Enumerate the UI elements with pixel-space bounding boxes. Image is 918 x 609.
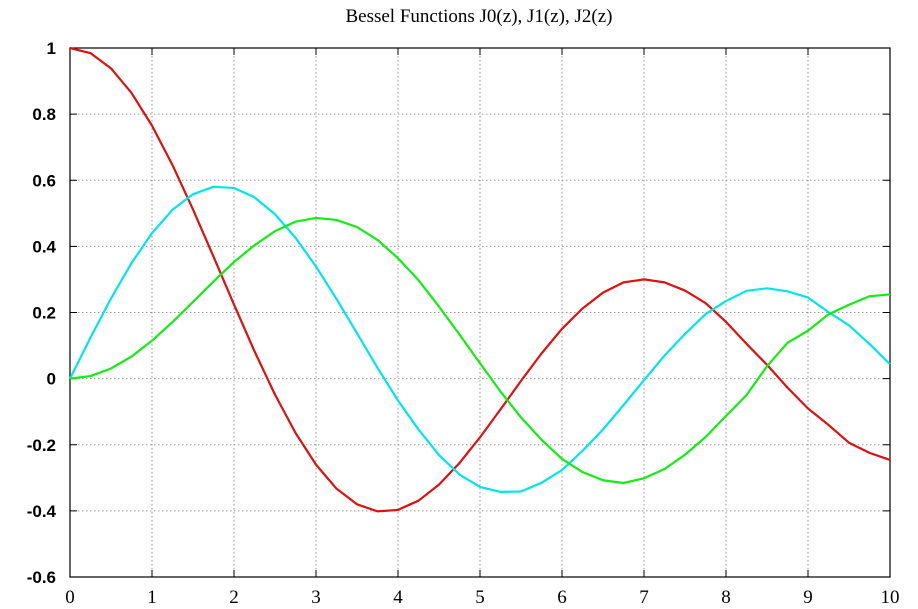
- x-tick-label: 0: [65, 587, 75, 608]
- series-line-2: [69, 185, 891, 493]
- x-tick-label: 6: [557, 587, 567, 608]
- y-tick-label: -0.2: [27, 436, 56, 455]
- x-tick-label: 7: [639, 587, 649, 608]
- y-tick-label: 0.2: [32, 304, 56, 323]
- x-tick-label: 8: [721, 587, 731, 608]
- series-line-1: [69, 46, 891, 513]
- chart-title: Bessel Functions J0(z), J1(z), J2(z): [345, 6, 613, 27]
- x-tick-label: 2: [229, 587, 239, 608]
- series-line-3: [69, 216, 891, 485]
- y-tick-label: 0.4: [32, 237, 56, 256]
- y-tick-label: -0.4: [27, 502, 57, 521]
- x-tick-label: 10: [881, 587, 900, 608]
- x-tick-label: 3: [311, 587, 321, 608]
- x-tick-label: 9: [803, 587, 813, 608]
- x-tick-label: 1: [147, 587, 157, 608]
- x-tick-label: 4: [393, 587, 403, 608]
- x-tick-label: 5: [475, 587, 485, 608]
- y-tick-label: 0.6: [32, 171, 56, 190]
- y-tick-label: 1: [47, 39, 56, 58]
- y-tick-label: 0: [47, 370, 56, 389]
- y-tick-label: 0.8: [32, 105, 56, 124]
- y-tick-label: -0.6: [27, 568, 56, 587]
